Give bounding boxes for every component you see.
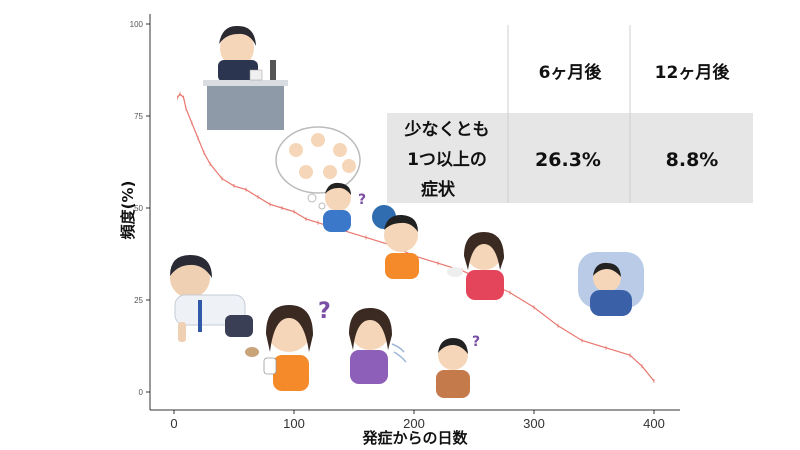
confused-boy-illustration: ? xyxy=(323,182,366,232)
svg-text:?: ? xyxy=(472,334,480,350)
x-tick-label: 400 xyxy=(643,416,665,431)
x-tick-label: 300 xyxy=(523,416,545,431)
y-tick-label: 0 xyxy=(139,388,144,397)
table-row-highlight xyxy=(387,113,753,203)
x-tick-label: 200 xyxy=(403,416,425,431)
depressed-boy-illustration xyxy=(578,252,644,316)
table-header-6months: 6ヶ月後 xyxy=(539,62,603,83)
y-tick-label: 75 xyxy=(134,112,143,121)
y-tick-label: 100 xyxy=(130,20,144,29)
coughing-woman-illustration xyxy=(349,308,407,384)
table-value-12months: 8.8% xyxy=(666,149,719,171)
y-tick-label: 50 xyxy=(134,204,143,213)
thought-bubble-illustration xyxy=(275,126,361,210)
x-axis-title: 発症からの日数 xyxy=(361,429,468,447)
sneezing-woman-illustration xyxy=(447,232,504,300)
table-header-12months: 12ヶ月後 xyxy=(655,62,731,83)
y-axis-title: 頻度(%) xyxy=(119,181,137,240)
x-ticks: 0 100 200 300 400 xyxy=(170,410,665,431)
y-tick-label: 25 xyxy=(134,296,143,305)
coffee-woman-illustration: ? xyxy=(245,299,331,391)
pondering-boy-illustration: ? xyxy=(436,334,480,398)
headache-boy-illustration xyxy=(372,205,419,279)
series-line xyxy=(177,92,655,382)
table-row-label-line3: 症状 xyxy=(421,179,456,200)
table-row-label-line2: 1つ以上の xyxy=(407,150,487,170)
x-tick-label: 0 xyxy=(170,416,177,431)
exhausted-man-illustration xyxy=(170,255,253,342)
table-value-6months: 26.3% xyxy=(535,149,601,171)
y-ticks: 0 25 50 75 100 xyxy=(130,20,150,397)
table-row-label-line1: 少なくとも xyxy=(404,120,490,140)
svg-text:?: ? xyxy=(318,299,331,324)
x-tick-label: 100 xyxy=(283,416,305,431)
svg-text:?: ? xyxy=(358,192,366,208)
person-at-desk-illustration xyxy=(203,25,288,130)
